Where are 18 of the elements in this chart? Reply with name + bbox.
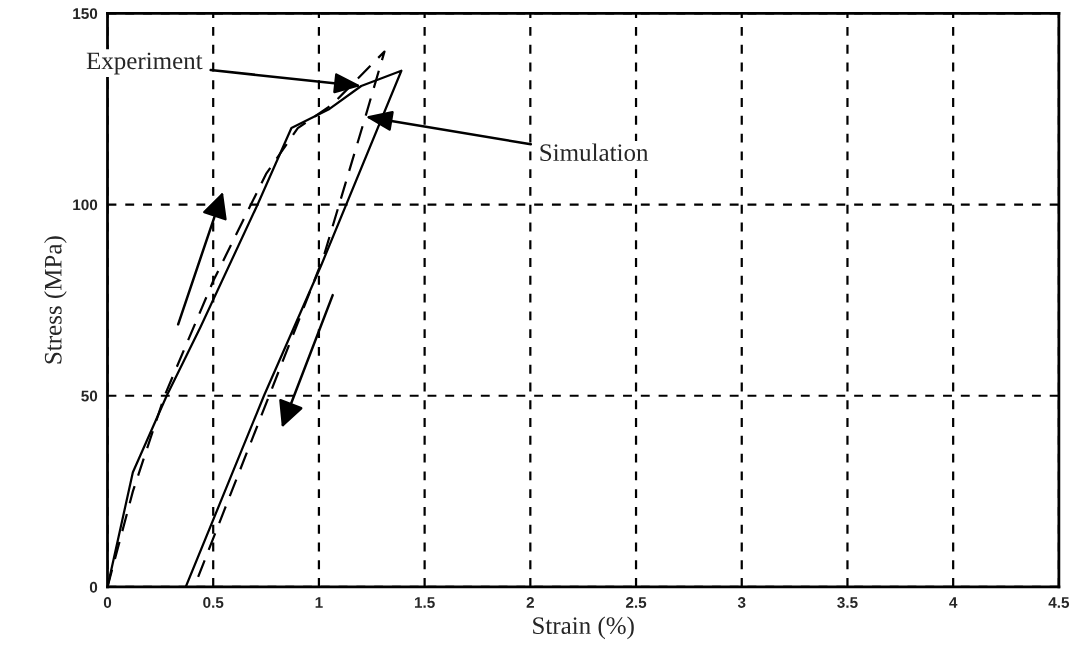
x-tick-label: 2.5 <box>625 597 647 608</box>
x-tick-label: 2 <box>526 597 534 608</box>
x-tick-label: 1 <box>315 597 323 608</box>
annotation: Simulation <box>540 143 649 162</box>
y-tick-label: 150 <box>73 8 98 20</box>
y-tick-label: 0 <box>89 581 98 593</box>
annotation: Experiment <box>86 52 203 75</box>
x-tick-label: 4.5 <box>1048 597 1070 608</box>
x-tick-label: 4 <box>949 597 958 608</box>
y-tick-label: 100 <box>73 199 98 211</box>
x-tick-label: 3 <box>737 597 746 608</box>
x-tick-label: 1.5 <box>414 597 435 608</box>
x-tick-label: 0.5 <box>203 597 224 608</box>
y-tick-label: 50 <box>81 390 98 402</box>
x-axis-title: Strain (%) <box>533 616 634 640</box>
x-tick-label: 3.5 <box>837 597 858 608</box>
x-tick-label: 0 <box>103 597 112 608</box>
y-axis-title: Stress (MPa) <box>44 236 67 364</box>
